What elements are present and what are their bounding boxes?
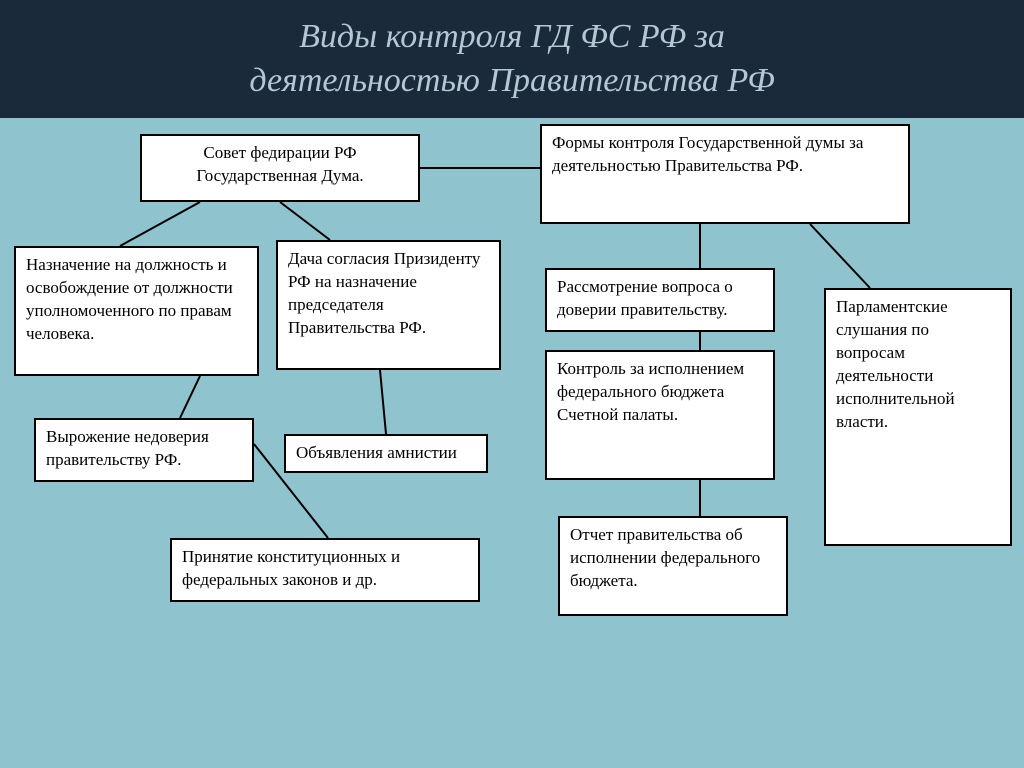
diagram-node: Принятие конституционных и федеральных з… xyxy=(170,538,480,602)
title-line-2: деятельностью Правительства РФ xyxy=(249,59,774,103)
diagram-node: Контроль за исполнением федерального бюд… xyxy=(545,350,775,480)
diagram-node: Парламентские слушания по вопросам деяте… xyxy=(824,288,1012,546)
diagram-node: Отчет правительства об исполнении федера… xyxy=(558,516,788,616)
connector-line xyxy=(280,202,330,240)
diagram-node: Совет федирации РФ Государственная Дума. xyxy=(140,134,420,202)
connector-line xyxy=(380,370,386,434)
diagram-area: Совет федирации РФ Государственная Дума.… xyxy=(0,118,1024,768)
diagram-node: Рассмотрение вопроса о доверии правитель… xyxy=(545,268,775,332)
connector-line xyxy=(180,376,200,418)
diagram-node: Дача согласия Призиденту РФ на назначени… xyxy=(276,240,501,370)
diagram-node: Назначение на должность и освобождение о… xyxy=(14,246,259,376)
diagram-node: Объявления амнистии xyxy=(284,434,488,473)
connector-line xyxy=(810,224,870,288)
title-line-1: Виды контроля ГД ФС РФ за xyxy=(299,15,725,59)
slide-title: Виды контроля ГД ФС РФ за деятельностью … xyxy=(0,0,1024,118)
diagram-node: Формы контроля Государственной думы за д… xyxy=(540,124,910,224)
connector-line xyxy=(120,202,200,246)
diagram-node: Вырожение недоверия правительству РФ. xyxy=(34,418,254,482)
